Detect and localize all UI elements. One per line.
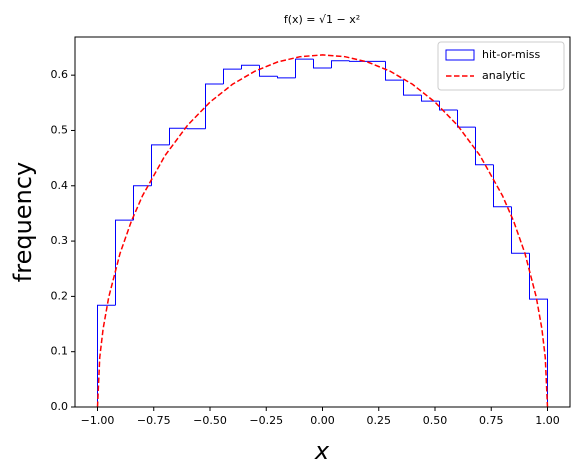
y-tick-label: 0.5 <box>51 123 69 136</box>
histogram-bar <box>295 58 314 78</box>
histogram-bar <box>457 110 476 128</box>
y-tick-label: 0.4 <box>51 179 69 192</box>
histogram-bar <box>385 61 404 81</box>
x-tick-label: −0.50 <box>193 414 227 427</box>
histogram-bar <box>97 304 116 407</box>
histogram-bar <box>403 80 422 96</box>
histogram-bar <box>115 219 134 306</box>
x-tick-label: 1.00 <box>535 414 560 427</box>
histogram-bar <box>529 253 548 407</box>
legend-label: hit-or-miss <box>482 48 541 61</box>
y-tick-label: 0.3 <box>51 234 69 247</box>
histogram-bar <box>277 76 296 79</box>
y-axis-label: frequency <box>9 162 37 282</box>
histogram-bar <box>205 83 224 129</box>
x-tick-label: 0.25 <box>367 414 392 427</box>
analytic-line <box>96 54 549 408</box>
x-axis-label: x <box>314 437 330 465</box>
histogram-bar <box>133 185 152 221</box>
x-tick-label: −0.75 <box>137 414 171 427</box>
histogram-bar <box>439 101 458 111</box>
histogram-bar <box>187 128 206 130</box>
histogram-bar <box>169 127 188 145</box>
histogram-bar <box>151 144 170 186</box>
histogram-bar <box>259 65 278 77</box>
y-tick-label: 0.6 <box>51 68 69 81</box>
histogram-bar <box>475 127 494 166</box>
x-tick-label: 0.75 <box>479 414 504 427</box>
chart-title: f(x) = √1 − x² <box>284 13 360 26</box>
histogram-bar <box>511 206 530 254</box>
x-tick-label: 0.00 <box>310 414 335 427</box>
histogram-bar <box>313 59 332 69</box>
plot-frame <box>74 36 571 408</box>
x-tick-label: 0.50 <box>423 414 448 427</box>
y-tick-label: 0.1 <box>51 345 69 358</box>
x-tick-label: −0.25 <box>249 414 283 427</box>
histogram-bar <box>331 60 350 68</box>
legend-label: analytic <box>482 69 525 82</box>
legend-box <box>437 41 565 91</box>
y-tick-label: 0.2 <box>51 289 69 302</box>
y-tick-label: 0.0 <box>51 400 69 413</box>
histogram-bar <box>223 68 242 85</box>
x-tick-label: −1.00 <box>81 414 115 427</box>
histogram-bar <box>493 164 512 208</box>
legend-swatch <box>445 49 475 61</box>
histogram-bar <box>241 64 260 70</box>
